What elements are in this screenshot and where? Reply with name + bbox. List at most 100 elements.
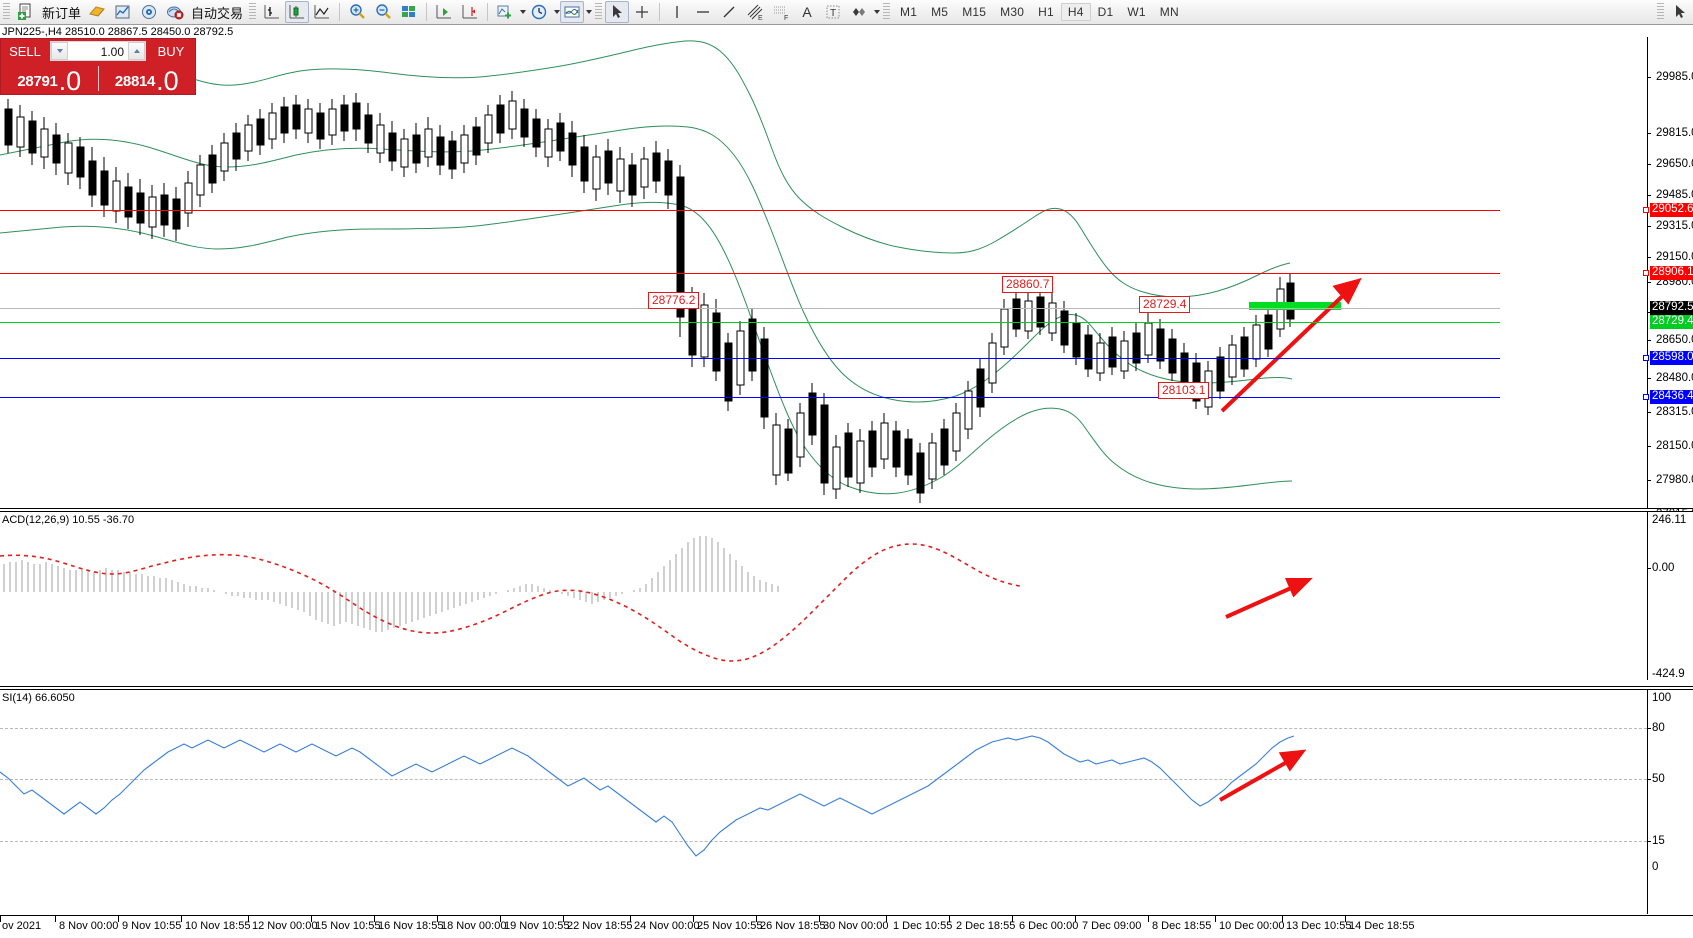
volume-increase-button[interactable]	[128, 42, 145, 60]
auto-scroll-icon[interactable]	[457, 1, 483, 23]
volume-stepper[interactable]: 1.00	[50, 41, 146, 61]
time-tick-15: 2 Dec 18:55	[956, 920, 1016, 932]
one-click-trading-panel[interactable]: SELL 1.00 BUY 28791 .0 28814 .0	[0, 38, 196, 95]
price-annotation-28776[interactable]: 28776.2	[648, 292, 700, 309]
macd-pane-top-border	[0, 508, 1693, 509]
oct-top-row: SELL 1.00 BUY	[1, 39, 195, 63]
timeframe-m15[interactable]: M15	[962, 5, 987, 19]
price-tag-support-28436[interactable]: 28436.4	[1650, 390, 1693, 404]
rsi-indicator-label: SI(14) 66.6050	[2, 692, 75, 704]
toolbar-grip-5[interactable]	[1657, 3, 1664, 21]
templates-dropdown-caret[interactable]	[586, 10, 593, 14]
price-tag-support-28598[interactable]: 28598.0	[1650, 351, 1693, 365]
timeframe-h4[interactable]: H4	[1060, 3, 1091, 21]
macd-pane[interactable]: ACD(12,26,9) 10.55 -36.70	[0, 512, 1693, 680]
profile-icon[interactable]	[84, 1, 110, 23]
support-line-28436[interactable]	[0, 397, 1500, 398]
period-dropdown-caret[interactable]	[554, 10, 561, 14]
equidistant-channel-icon[interactable]: E	[742, 1, 768, 23]
macd-axis-line	[1647, 512, 1648, 680]
tile-windows-icon[interactable]	[396, 1, 422, 23]
rsi-tick-4: 0	[1652, 861, 1659, 873]
rsi-pane[interactable]: SI(14) 66.6050 100 80 50 15 0	[0, 690, 1693, 914]
price-tick-0: 29985.0	[1656, 71, 1693, 83]
price-tag-target-28729[interactable]: 28729.4	[1650, 315, 1693, 329]
timeframe-h1[interactable]: H1	[1038, 5, 1054, 19]
text-label-icon[interactable]: T	[820, 1, 846, 23]
indicators-dropdown-caret[interactable]	[520, 10, 527, 14]
price-annotation-28860[interactable]: 28860.7	[1002, 276, 1054, 293]
oct-divider	[97, 66, 99, 91]
bar-chart-icon[interactable]	[259, 1, 285, 23]
toolbar-grip[interactable]	[3, 3, 10, 21]
crosshair-icon[interactable]	[629, 1, 655, 23]
time-tick-17: 7 Dec 09:00	[1082, 920, 1142, 932]
price-annotation-28729[interactable]: 28729.4	[1139, 296, 1191, 313]
timeframe-mn[interactable]: MN	[1159, 5, 1179, 19]
price-chart-pane[interactable]: 28776.2 28860.7 28729.4 28103.1 27360.6 …	[0, 37, 1693, 622]
text-icon[interactable]: A	[802, 4, 812, 20]
timeframe-m5[interactable]: M5	[931, 5, 949, 19]
shift-end-icon[interactable]	[431, 1, 457, 23]
time-tick-3: 10 Nov 18:55	[185, 920, 251, 932]
line-chart-icon[interactable]	[309, 1, 335, 23]
support-line-28598[interactable]	[0, 358, 1500, 359]
target-line-28729[interactable]	[0, 322, 1500, 323]
templates-icon[interactable]	[560, 1, 585, 23]
new-order-icon[interactable]	[13, 1, 39, 23]
rsi-pane-top-border	[0, 686, 1693, 687]
horizontal-line-icon[interactable]	[690, 1, 716, 23]
sell-button[interactable]: SELL	[9, 43, 41, 59]
time-tick-4: 12 Nov 00:00	[252, 920, 318, 932]
sell-price-frac: .0	[58, 66, 82, 96]
price-axis-labels[interactable]: 29985.0 29815.0 29650.0 29485.0 29315.0 …	[0, 37, 1693, 622]
time-tick-16: 6 Dec 00:00	[1019, 920, 1079, 932]
rsi-level-15	[0, 841, 1647, 842]
timeframe-w1[interactable]: W1	[1127, 5, 1146, 19]
indicators-icon[interactable]	[492, 1, 518, 23]
timeframe-m1[interactable]: M1	[900, 5, 918, 19]
vertical-line-icon[interactable]	[664, 1, 690, 23]
macd-histogram	[3, 536, 779, 632]
candlestick-chart-icon[interactable]	[285, 1, 310, 23]
toolbar-separator-4	[659, 3, 661, 21]
buy-button[interactable]: BUY	[157, 43, 185, 59]
cursor-icon[interactable]	[605, 1, 630, 23]
time-axis[interactable]: ov 2021 8 Nov 00:00 9 Nov 10:55 10 Nov 1…	[0, 915, 1693, 938]
zoom-in-icon[interactable]	[344, 1, 370, 23]
toolbar-grip-3[interactable]	[595, 3, 603, 21]
sell-price[interactable]: 28791 .0	[1, 63, 98, 96]
new-order-label[interactable]: 新订单	[42, 5, 82, 21]
svg-text:F: F	[784, 15, 788, 21]
price-tag-resistance-29052[interactable]: 29052.6	[1650, 203, 1693, 217]
toolbar-grip-4[interactable]	[883, 3, 891, 21]
rsi-level-50	[0, 779, 1647, 780]
trendline-icon[interactable]	[716, 1, 742, 23]
price-tag-resistance-28906[interactable]: 28906.1	[1650, 266, 1693, 280]
buy-price[interactable]: 28814 .0	[99, 63, 196, 96]
fibonacci-icon[interactable]: F	[768, 1, 794, 23]
auto-trading-label[interactable]: 自动交易	[191, 5, 244, 21]
macd-indicator-label: ACD(12,26,9) 10.55 -36.70	[2, 514, 135, 526]
resistance-line-28906[interactable]	[0, 273, 1500, 274]
toolbar-grip-2[interactable]	[249, 3, 257, 21]
shapes-dropdown-caret[interactable]	[874, 10, 881, 14]
zoom-out-icon[interactable]	[370, 1, 396, 23]
period-icon[interactable]	[526, 1, 552, 23]
timeframe-m30[interactable]: M30	[1000, 5, 1025, 19]
mouse-pointer-icon[interactable]	[1667, 1, 1693, 23]
macd-tick-1: 0.00	[1652, 562, 1675, 574]
price-annotation-28103[interactable]: 28103.1	[1158, 382, 1210, 399]
candlestick-series	[4, 91, 1295, 503]
auto-trading-icon[interactable]	[162, 1, 188, 23]
timeframe-d1[interactable]: D1	[1097, 5, 1114, 19]
price-tick-8: 28650.0	[1656, 334, 1693, 346]
buy-price-frac: .0	[156, 66, 179, 96]
volume-input[interactable]: 1.00	[100, 45, 124, 59]
resistance-line-29052[interactable]	[0, 210, 1500, 211]
shapes-icon[interactable]	[846, 1, 872, 23]
market-watch-icon[interactable]	[110, 1, 136, 23]
navigator-icon[interactable]	[136, 1, 162, 23]
rsi-line	[0, 735, 1295, 857]
volume-decrease-button[interactable]	[51, 42, 68, 60]
